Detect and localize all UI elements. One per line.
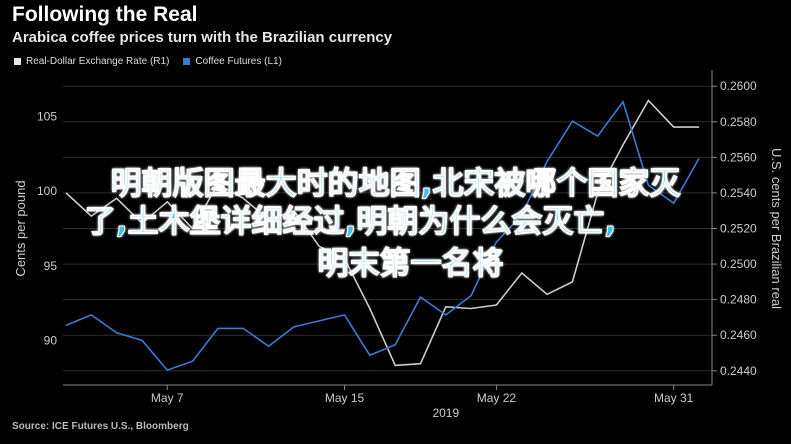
x-tick-label-2: May 22 xyxy=(477,391,517,405)
right-tick-label-5: 0.2540 xyxy=(720,186,757,200)
legend-swatch-coffee-futures xyxy=(183,58,191,65)
chart-title: Following the Real xyxy=(12,3,198,26)
chart-subtitle: Arabica coffee prices turn with the Braz… xyxy=(12,29,393,46)
x-axis-label: 2019 xyxy=(432,406,459,420)
right-tick-label-4: 0.2520 xyxy=(720,222,757,236)
x-tick-label-0: May 7 xyxy=(151,391,184,405)
left-tick-label-0: 90 xyxy=(44,333,58,347)
right-axis-title: U.S. cents per Brazilian real xyxy=(769,148,784,309)
legend-label-coffee-futures: Coffee Futures (L1) xyxy=(195,56,282,67)
source-note: Source: ICE Futures U.S., Bloomberg xyxy=(12,421,189,432)
right-tick-label-2: 0.2480 xyxy=(720,293,757,307)
legend-entry-exchange-rate: Real-Dollar Exchange Rate (R1) xyxy=(14,56,169,67)
right-tick-label-3: 0.2500 xyxy=(720,257,757,271)
overlay-text-line-1: 明朝版图最大时的地图,北宋被哪个国家灭 xyxy=(110,166,681,203)
series-line-coffee-futures xyxy=(65,100,700,372)
left-tick-label-3: 105 xyxy=(37,110,57,124)
legend-label-exchange-rate: Real-Dollar Exchange Rate (R1) xyxy=(26,56,170,67)
left-tick-label-1: 95 xyxy=(44,259,58,273)
legend: Real-Dollar Exchange Rate (R1) Coffee Fu… xyxy=(14,56,296,67)
left-tick-label-2: 100 xyxy=(37,184,57,198)
x-tick-label-1: May 15 xyxy=(325,391,365,405)
x-tick-label-3: May 31 xyxy=(654,391,694,405)
right-tick-label-7: 0.2580 xyxy=(720,115,757,129)
left-axis-title: Cents per pound xyxy=(13,180,28,276)
right-tick-label-1: 0.2460 xyxy=(720,328,757,342)
legend-swatch-exchange-rate xyxy=(14,58,21,65)
right-tick-label-6: 0.2560 xyxy=(720,150,757,164)
overlay-text-line-2: 了,土木堡详细经过,明朝为什么会灭亡, xyxy=(84,204,617,241)
overlay-text-line-3: 明末第一名将 xyxy=(317,246,504,283)
right-tick-label-8: 0.2600 xyxy=(720,79,757,93)
right-tick-label-0: 0.2440 xyxy=(720,364,757,378)
series-line-exchange-rate xyxy=(65,99,699,367)
legend-entry-coffee-futures: Coffee Futures (L1) xyxy=(183,56,282,67)
